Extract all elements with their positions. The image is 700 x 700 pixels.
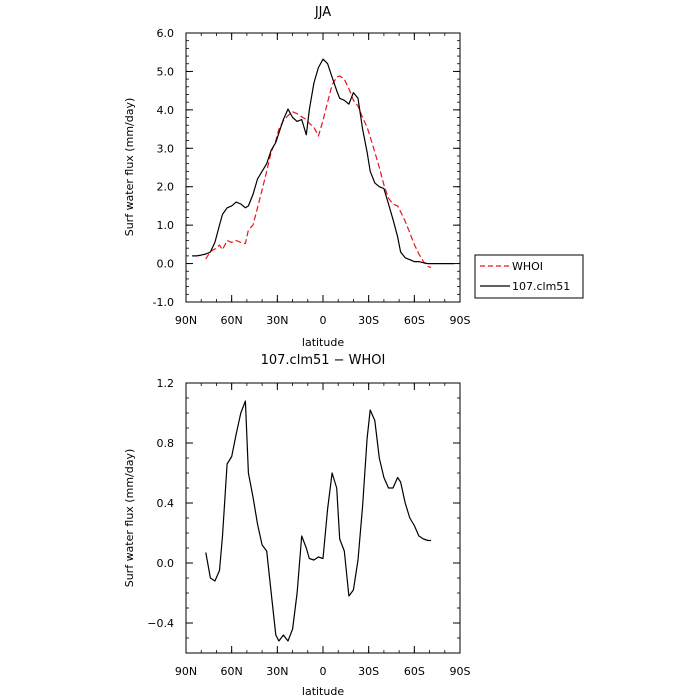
bottom-plot-frame [185,382,461,654]
top-title: JJA [314,5,331,20]
top-x-tick-label: 90S [450,314,471,327]
bottom-y-tick-label: 0.8 [157,437,175,450]
top-y-tick-label: 4.0 [157,104,175,117]
bottom-y-tick-label: 0.4 [157,497,175,510]
top-series-line-107-clm51 [192,58,454,265]
top-tick-labels: 90N 60N 30N 0 30S 60S 90S -1.0 0.0 1.0 2.0 3.0 4.0 5.… [153,27,471,327]
top-x-tick-label: 30S [358,314,379,327]
top-x-tick-label: 60N [221,314,243,327]
bottom-tick-labels: 90N 60N 30N 0 30S 60S 90S −0.4 0.0 0.4 0.8 1.2 [147,377,470,678]
top-y-tick-label: 2.0 [157,181,175,194]
top-y-tick-label: 1.0 [157,219,175,232]
top-xlabel: latitude [302,336,344,349]
top-x-tick-label: 90N [175,314,197,327]
top-y-tick-label: 0.0 [157,258,175,271]
top-y-tick-label: -1.0 [153,296,174,309]
bottom-y-tick-label: 1.2 [157,377,175,390]
top-y-tick-label: 3.0 [157,142,175,155]
bottom-series-line-difference [205,400,432,642]
bottom-x-tick-label: 60S [404,665,425,678]
bottom-tick-marks [185,382,461,654]
top-ylabel: Surf water flux (mm/day) [123,98,136,237]
top-plot-frame [185,32,461,303]
bottom-panel: 107.clm51 − WHOI latitude Surf water flu… [123,353,471,698]
top-y-tick-label: 5.0 [157,65,175,78]
top-panel: JJA latitude Surf water flux (mm/day) 90… [123,5,471,349]
bottom-y-tick-label: −0.4 [147,617,174,630]
top-series-line-whoi [205,75,432,268]
top-series-lines [192,58,454,268]
bottom-x-tick-label: 90S [450,665,471,678]
bottom-x-tick-label: 30N [266,665,288,678]
bottom-ylabel: Surf water flux (mm/day) [123,449,136,588]
bottom-xlabel: latitude [302,685,344,698]
bottom-y-tick-label: 0.0 [157,557,175,570]
legend-box [474,254,584,299]
bottom-x-tick-label: 90N [175,665,197,678]
top-y-tick-label: 6.0 [157,27,175,40]
bottom-x-tick-label: 0 [320,665,327,678]
bottom-series-lines [205,400,432,642]
legend: WHOI 107.clm51 [474,254,584,299]
legend-label-whoi: WHOI [512,260,543,273]
top-x-tick-label: 30N [266,314,288,327]
legend-label-clm51: 107.clm51 [512,280,570,293]
bottom-x-tick-label: 30S [358,665,379,678]
top-x-tick-label: 60S [404,314,425,327]
bottom-title: 107.clm51 − WHOI [261,353,386,368]
bottom-x-tick-label: 60N [221,665,243,678]
top-x-tick-label: 0 [320,314,327,327]
